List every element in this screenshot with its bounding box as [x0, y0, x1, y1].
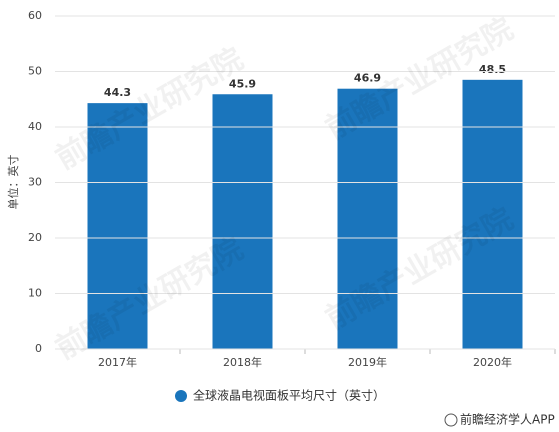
value-label: 44.3 — [104, 86, 131, 99]
legend-marker — [175, 390, 187, 402]
y-tick-label: 50 — [28, 65, 42, 78]
y-tick-label: 60 — [28, 9, 42, 22]
y-axis-label: 单位：英寸 — [6, 155, 20, 210]
y-tick-label: 10 — [28, 287, 42, 300]
x-tick-label: 2019年 — [348, 355, 387, 369]
x-tick-label: 2018年 — [223, 355, 262, 369]
y-tick-label: 40 — [28, 120, 42, 133]
value-label: 48.5 — [479, 63, 506, 76]
y-tick-label: 30 — [28, 176, 42, 189]
value-label: 46.9 — [354, 72, 381, 85]
bar — [462, 79, 523, 349]
legend-label: 全球液晶电视面板平均尺寸（英寸） — [193, 388, 385, 403]
x-tick-label: 2020年 — [473, 355, 512, 369]
source-icon — [444, 413, 458, 427]
source: 前瞻经济学人APP — [460, 412, 555, 427]
y-tick-label: 20 — [28, 231, 42, 244]
x-tick-label: 2017年 — [98, 355, 137, 369]
bar — [337, 88, 398, 349]
bar — [212, 94, 273, 349]
value-label: 45.9 — [229, 77, 256, 90]
y-tick-label: 0 — [35, 342, 42, 355]
bar — [87, 103, 148, 349]
